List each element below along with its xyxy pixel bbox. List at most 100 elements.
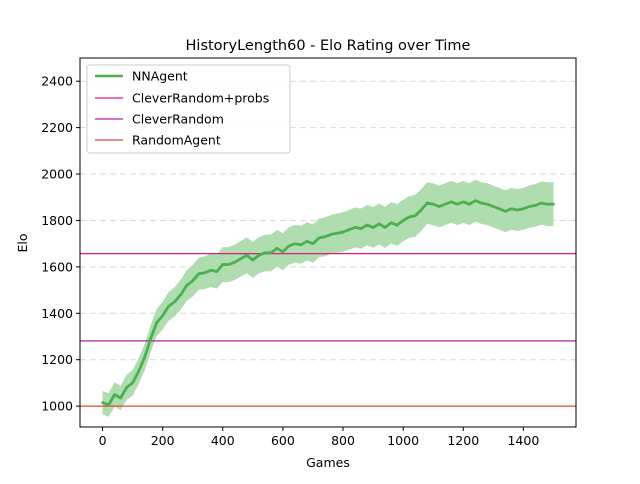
nnagent-point [209,269,213,272]
nnagent-point [101,401,104,404]
nnagent-point [191,279,194,283]
nnagent-point [431,202,435,206]
nnagent-point [498,207,501,211]
x-tick-label: 0 [99,433,107,448]
nnagent-point [323,235,327,238]
nnagent-point [149,337,152,341]
nnagent-point [389,221,393,225]
nnagent-line [101,199,554,407]
nnagent-point [486,202,489,206]
nnagent-point [215,270,219,273]
nnagent-point [341,230,345,234]
nnagent-point [227,263,231,266]
confidence-band-layer [102,179,554,417]
nnagent-point [468,202,471,206]
nnagent-point [203,271,207,275]
y-tick-label: 1400 [41,306,73,321]
nnagent-point [113,393,116,396]
nnagent-point [516,208,519,212]
y-tick-label: 1000 [41,399,73,414]
y-axis-label: Elo [15,233,30,252]
nnagent-point [125,386,128,389]
nnagent-point [365,223,369,227]
nnagent-point [329,233,333,236]
nnagent-point [504,209,507,213]
nnagent-point [251,258,255,262]
y-axis-ticks: 1000 1200 1400 1600 1800 2000 2200 2400 [41,74,80,414]
nnagent-point [299,243,303,247]
x-axis-ticks: 0 200 400 600 800 1000 1200 1400 [99,427,539,448]
y-tick-label: 1800 [41,213,73,228]
nnagent-point [419,208,423,212]
x-tick-label: 200 [151,433,175,448]
nnagent-point [456,202,459,206]
nnagent-point [347,228,351,231]
legend: NNAgent CleverRandom+probs CleverRandom … [86,64,291,154]
legend-label-randomagent: RandomAgent [132,133,221,148]
nnagent-point [257,254,261,257]
nnagent-point [401,219,405,222]
baseline-lines-layer [80,253,576,407]
nnagent-point [107,403,110,407]
nnagent-point [371,226,375,229]
nnagent-point [131,381,134,385]
nnagent-point [197,272,200,276]
x-axis-label: Games [306,455,350,470]
nnagent-point [552,202,555,206]
nnagent-point [317,236,321,240]
nnagent-point [534,204,537,207]
nnagent-point [239,257,243,261]
nnagent-point [474,199,477,202]
nnagent-point [413,214,417,218]
x-tick-label: 1000 [387,433,419,448]
nnagent-point [179,293,182,297]
nnagent-point [510,207,513,211]
plot-frame [79,57,577,428]
nnagent-point [377,222,381,226]
legend-label-cleverrandom: CleverRandom [132,112,224,127]
nnagent-point [359,227,363,230]
legend-label-nnagent: NNAgent [132,69,188,84]
nnagent-point [353,226,357,229]
nnagent-point [407,215,411,219]
nnagent-point [540,201,543,205]
nnagent-point [275,247,279,250]
y-tick-label: 1200 [41,352,73,367]
nnagent-point [311,242,315,245]
nnagent-point [528,205,531,208]
nnagent-point [425,201,429,205]
x-tick-label: 1400 [507,433,539,448]
nnagent-confidence-band [102,179,554,417]
nnagent-point [443,202,447,206]
nnagent-point [546,202,549,206]
nnagent-point [245,254,249,257]
nnagent-point [287,244,291,248]
x-tick-label: 400 [211,433,235,448]
nnagent-point [233,260,237,264]
nnagent-point [167,305,170,308]
nnagent-point [395,223,399,227]
legend-label-cleverrandom-probs: CleverRandom+probs [132,91,269,106]
y-tick-label: 2200 [41,120,73,135]
nnagent-point [119,396,122,400]
nnagent-point [161,314,164,317]
nnagent-point [263,251,267,255]
nnagent-point [137,370,140,373]
nnagent-point [269,251,273,255]
nnagent-point [522,207,525,211]
y-tick-label: 2000 [41,167,73,182]
nnagent-point [492,205,495,208]
y-tick-label: 2400 [41,74,73,89]
nnagent-point [281,250,285,254]
nnagent-point [185,284,188,287]
x-tick-label: 1200 [447,433,479,448]
nnagent-point [221,263,225,266]
nnagent-point [462,200,465,204]
y-tick-label: 1600 [41,259,73,274]
nnagent-point [155,321,158,324]
nnagent-point [143,356,146,359]
nnagent-point [383,226,387,229]
nnagent-point [173,300,176,304]
